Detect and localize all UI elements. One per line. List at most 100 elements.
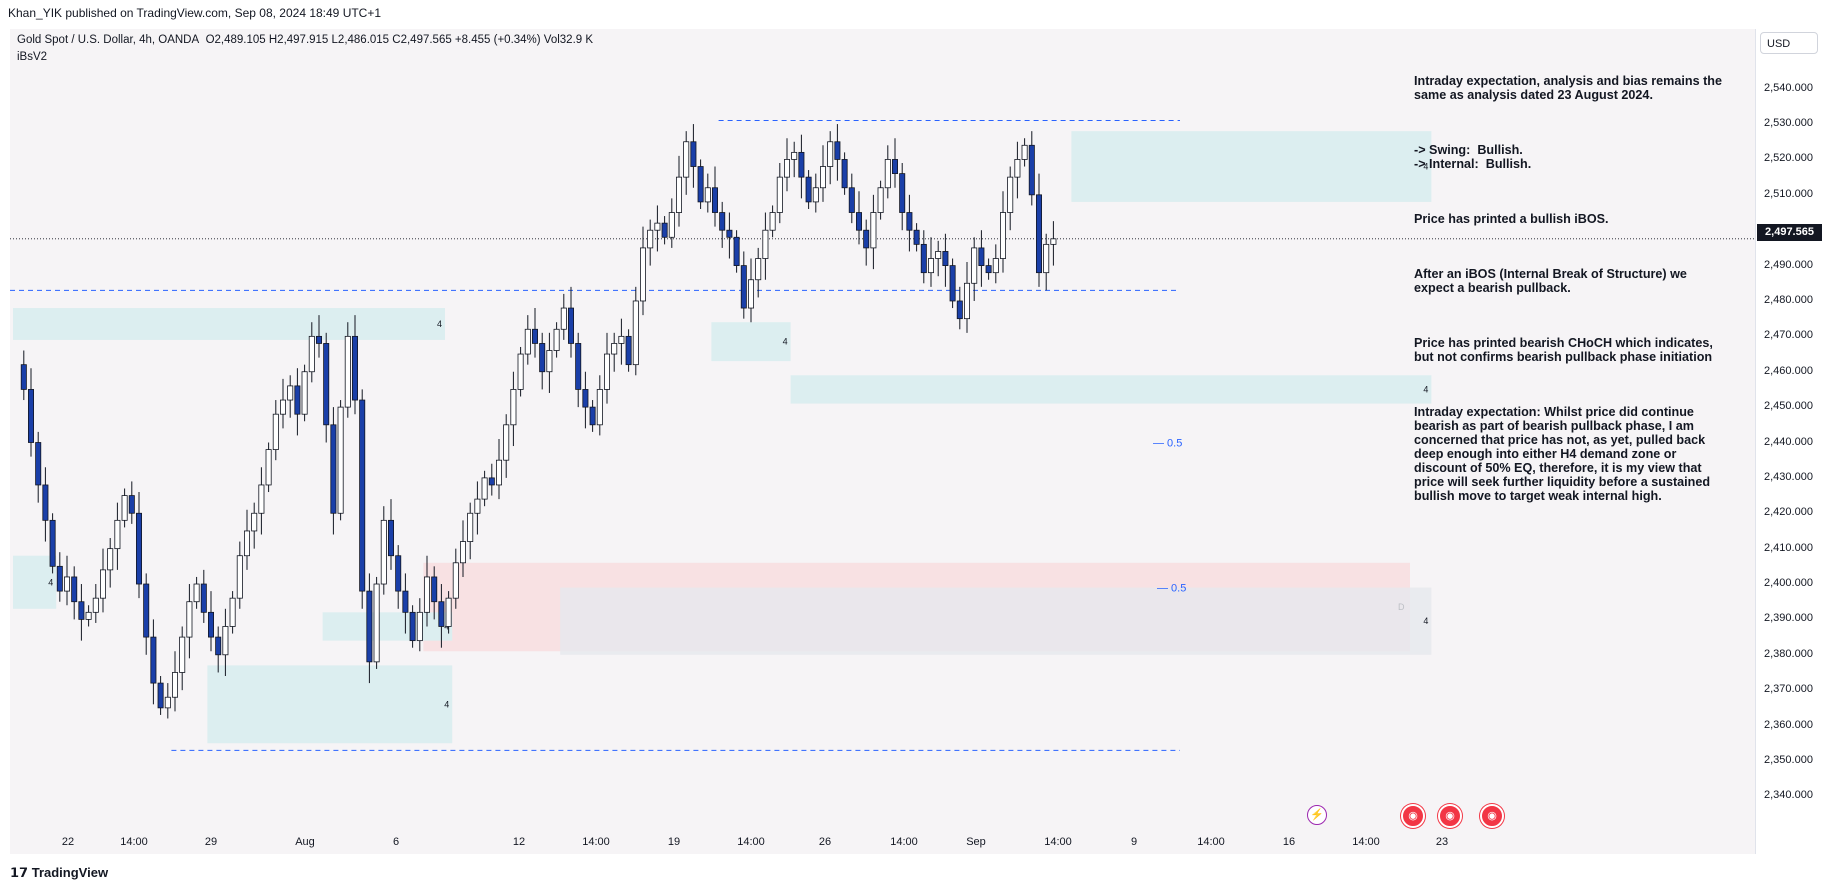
time-axis[interactable]: 22 14:00 29 Aug 6 12 14:00 19 14:00 26 14:00 Sep 14:…	[10, 826, 1755, 854]
candle-body	[344, 335, 351, 408]
candle-body	[769, 212, 776, 231]
candle-body	[553, 328, 560, 351]
candle-body	[949, 265, 956, 302]
candle-body	[884, 159, 891, 189]
candle-body	[1000, 212, 1007, 259]
note-paragraph: Price has printed a bullish iBOS.	[1414, 212, 1609, 226]
demand-zone	[322, 612, 453, 641]
candle-body	[150, 636, 157, 684]
candle-body	[596, 389, 603, 426]
indicator-label[interactable]: iBsV2	[17, 51, 48, 63]
chart-canvas[interactable]: D44444444— 0.5— 0.5	[10, 29, 1755, 826]
us-flag-icon[interactable]: ◉	[1401, 804, 1425, 828]
candle-body	[157, 682, 164, 709]
time-tick: 22	[61, 836, 75, 848]
candle-body	[251, 512, 258, 532]
candle-body	[222, 626, 229, 656]
candle-body	[870, 212, 877, 249]
demand-zone	[1071, 131, 1432, 202]
us-flag-icon[interactable]: ◉	[1480, 804, 1504, 828]
candle-body	[164, 696, 171, 709]
candle-body	[546, 350, 553, 373]
candle-body	[49, 519, 56, 567]
candle-body	[726, 229, 733, 238]
zone-label: 4	[1423, 384, 1428, 394]
time-tick: 14:00	[1352, 836, 1380, 848]
candle-body	[1014, 159, 1021, 178]
candle-body	[128, 495, 135, 514]
time-tick: 26	[818, 836, 832, 848]
analysis-note: Intraday expectation, analysis and bias …	[1414, 46, 1724, 530]
candle-body	[495, 459, 502, 486]
lightning-icon[interactable]: ⚡	[1307, 805, 1327, 825]
zone-label: 4	[48, 577, 53, 587]
candle-body	[114, 519, 121, 550]
price-tick: 2,410.000	[1764, 541, 1813, 554]
note-paragraph: -> Swing: Bullish. -> Internal: Bullish.	[1414, 143, 1532, 171]
candle-body	[877, 187, 884, 213]
candle-body	[1050, 238, 1057, 245]
candle-body	[992, 258, 999, 274]
symbol-name[interactable]: Gold Spot / U.S. Dollar, 4h, OANDA	[17, 34, 200, 46]
price-axis[interactable]	[1755, 29, 1835, 854]
candle-body	[899, 173, 906, 213]
candle-body	[315, 335, 322, 344]
candle-body	[107, 548, 114, 571]
currency-selector[interactable]: USD	[1760, 32, 1818, 54]
eq-label: — 0.5	[1153, 438, 1182, 450]
candle-body	[964, 282, 971, 320]
publish-header: Khan_YIK published on TradingView.com, S…	[8, 6, 382, 20]
candle-body	[697, 166, 704, 203]
candle-body	[560, 307, 567, 330]
candle-body	[56, 565, 63, 592]
candle-body	[236, 555, 243, 599]
candle-body	[323, 343, 330, 426]
candle-body	[387, 519, 394, 557]
price-tick: 2,530.000	[1764, 117, 1813, 130]
candle-body	[985, 265, 992, 274]
candle-body	[481, 477, 488, 500]
candle-body	[532, 328, 539, 344]
candle-body	[366, 590, 373, 663]
candle-body	[258, 484, 265, 514]
price-tick: 2,350.000	[1764, 753, 1813, 766]
demand-zone	[13, 555, 57, 609]
price-tick: 2,520.000	[1764, 152, 1813, 165]
symbol-legend: Gold Spot / U.S. Dollar, 4h, OANDA O2,48…	[17, 34, 593, 46]
candle-body	[488, 477, 495, 486]
candle-body	[229, 597, 236, 627]
note-paragraph: Price has printed bearish CHoCH which in…	[1414, 336, 1717, 364]
time-tick: 19	[667, 836, 681, 848]
brand-name: TradingView	[31, 865, 109, 880]
candle-body	[805, 176, 812, 203]
candle-body	[351, 335, 358, 401]
candle-body	[287, 385, 294, 401]
candle-body	[733, 236, 740, 266]
zone-label: 4	[783, 337, 788, 347]
tradingview-logo[interactable]: 𝟭𝟳 TradingView	[10, 865, 108, 881]
candle-body	[956, 300, 963, 320]
time-tick: Sep	[966, 836, 986, 848]
candle-body	[942, 251, 949, 266]
price-tick: 2,430.000	[1764, 470, 1813, 483]
candle-body	[661, 222, 668, 238]
candle-body	[625, 335, 632, 366]
candle-body	[906, 212, 913, 231]
candle-body	[524, 328, 531, 355]
candle-body	[820, 166, 827, 189]
candle-body	[683, 141, 690, 178]
zone-label: 4	[444, 699, 449, 709]
price-tick: 2,480.000	[1764, 293, 1813, 306]
candle-body	[337, 406, 344, 514]
time-tick: 9	[1130, 836, 1138, 848]
candle-body	[279, 399, 286, 415]
candle-body	[748, 279, 755, 309]
us-flag-icon[interactable]: ◉	[1438, 804, 1462, 828]
candle-body	[776, 176, 783, 213]
price-tick: 2,470.000	[1764, 329, 1813, 342]
candle-body	[841, 159, 848, 189]
time-tick: 6	[392, 836, 400, 848]
time-tick: 14:00	[582, 836, 610, 848]
candle-body	[179, 636, 186, 673]
demand-zone	[711, 322, 791, 362]
